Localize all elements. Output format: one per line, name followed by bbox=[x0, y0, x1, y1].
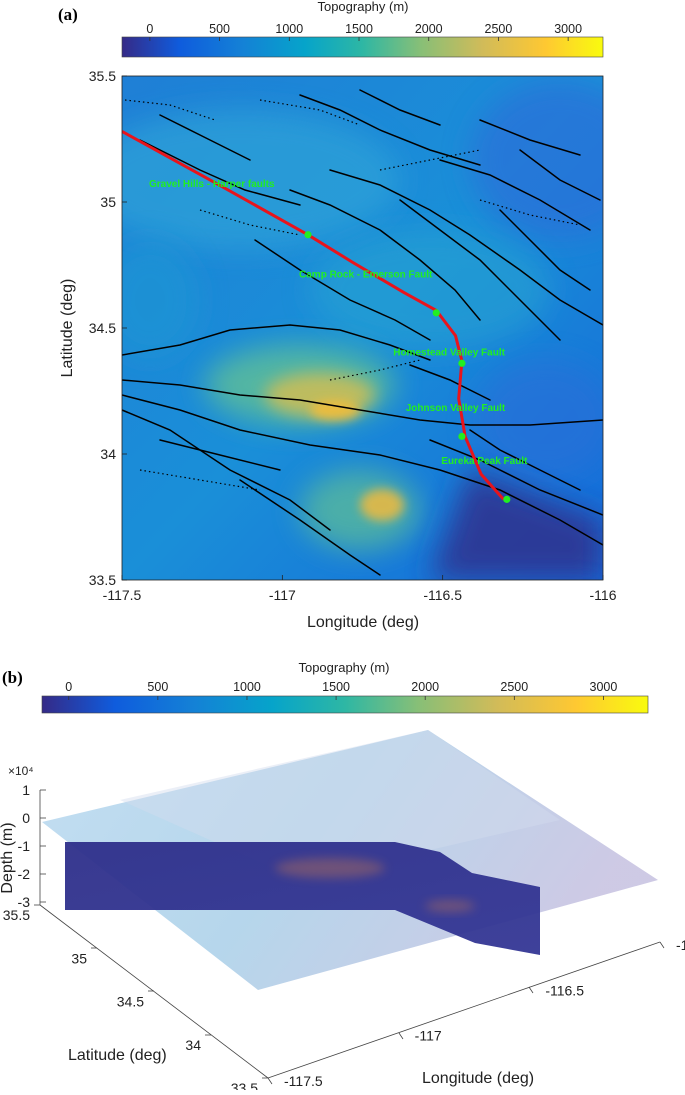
lat-tick-label: 34 bbox=[185, 1037, 201, 1053]
lon-tick-label: -117 bbox=[415, 1028, 442, 1044]
colorbar-b-ticks: 0 500 1000 1500 2000 2500 3000 bbox=[65, 680, 617, 700]
y-axis-label: Latitude (deg) bbox=[68, 1047, 167, 1064]
y-tick-label: 33.5 bbox=[89, 572, 116, 588]
x-axis-label: Longitude (deg) bbox=[422, 1070, 534, 1087]
colorbar-b-tick-label: 1500 bbox=[322, 680, 350, 694]
axes-3d-lines bbox=[39, 790, 661, 1079]
colorbar-b-tick-label: 500 bbox=[147, 680, 168, 694]
map-a-xlabel: Longitude (deg) bbox=[307, 614, 419, 631]
colorbar-a-tick-label: 1000 bbox=[275, 22, 303, 36]
y-tick-label: 35 bbox=[100, 194, 116, 210]
fault-traces bbox=[122, 89, 603, 576]
colorbar-a-tick-label: 500 bbox=[209, 22, 230, 36]
topography-heatmap: Gravel Hills - Harper faults Camp Rock - … bbox=[122, 76, 603, 580]
x-tick-label: -117.5 bbox=[103, 587, 142, 603]
colorbar-a-ticks: 0 500 1000 1500 2000 2500 3000 bbox=[146, 22, 582, 41]
colorbar-b-tick-label: 0 bbox=[65, 680, 72, 694]
colorbar-a-tick-label: 3000 bbox=[554, 22, 582, 36]
fault-label: Gravel Hills - Harper faults bbox=[149, 179, 275, 190]
map-a-x-ticks: -117.5 -117 -116.5 -116 bbox=[103, 575, 617, 603]
colorbar-b: Topography (m) 0 500 1000 1500 2000 2500 3000 bbox=[41, 660, 649, 714]
colorbar-a: Topography (m) 0 500 1000 1500 2000 2500 3000 bbox=[121, 0, 604, 58]
map-a-ylabel: Latitude (deg) bbox=[59, 279, 76, 378]
colorbar-b-tick-label: 2500 bbox=[500, 680, 528, 694]
colorbar-a-tick-label: 2500 bbox=[485, 22, 513, 36]
lon-ticks: -117.5 -117 -116.5 -116 bbox=[284, 937, 685, 1089]
z-exponent: ×10⁴ bbox=[8, 764, 34, 778]
colorbar-a-tick-label: 0 bbox=[146, 22, 153, 36]
colorbar-b-tick-label: 1000 bbox=[233, 680, 261, 694]
z-axis-label: Depth (m) bbox=[0, 822, 16, 893]
z-ticks: 1 0 -1 -2 -3 bbox=[18, 782, 31, 910]
colorbar-b-tick-label: 3000 bbox=[590, 680, 618, 694]
x-tick-label: -117 bbox=[269, 587, 296, 603]
y-tick-label: 34 bbox=[100, 446, 116, 462]
segment-junction-marker bbox=[458, 432, 466, 440]
panel-label-a: (a) bbox=[58, 5, 78, 24]
segment-junction-marker bbox=[503, 495, 511, 503]
colorbar-b-tick-label: 2000 bbox=[411, 680, 439, 694]
lat-tick-label: 35.5 bbox=[3, 907, 30, 923]
colorbar-a-title: Topography (m) bbox=[317, 0, 408, 14]
y-tick-label: 35.5 bbox=[89, 68, 116, 84]
fault-label: Eureka Peak Fault bbox=[441, 456, 528, 467]
z-tick-label: -2 bbox=[18, 866, 31, 882]
segment-junction-marker bbox=[458, 359, 466, 367]
map-a-y-ticks: 33.5 34 34.5 35 35.5 bbox=[89, 68, 127, 588]
rupture-trace bbox=[122, 130, 505, 501]
colorbar-b-title: Topography (m) bbox=[298, 660, 389, 675]
colorbar-b-gradient bbox=[41, 695, 649, 714]
z-tick-label: -3 bbox=[18, 894, 31, 910]
fault-plane-slip-highlight bbox=[275, 858, 385, 878]
lon-tick-label: -117.5 bbox=[284, 1073, 323, 1089]
segment-junction-marker bbox=[304, 231, 312, 239]
lat-tick-label: 33.5 bbox=[231, 1080, 258, 1090]
lat-tick-label: 35 bbox=[71, 950, 87, 966]
segment-junctions bbox=[304, 231, 511, 503]
fault-label: Camp Rock - Emerson Fault bbox=[299, 270, 433, 281]
colorbar-a-tick-label: 1500 bbox=[345, 22, 373, 36]
lat-tick-label: 34.5 bbox=[117, 994, 144, 1010]
z-tick-label: 1 bbox=[22, 782, 30, 798]
map-a: Gravel Hills - Harper faults Camp Rock - … bbox=[59, 68, 617, 631]
colorbar-a-tick-label: 2000 bbox=[415, 22, 443, 36]
z-tick-label: 0 bbox=[22, 810, 30, 826]
fault-labels: Gravel Hills - Harper faults Camp Rock - … bbox=[149, 179, 528, 467]
fault-label: Homestead Valley Fault bbox=[393, 348, 505, 359]
fault-label: Johnson Valley Fault bbox=[406, 403, 506, 414]
panel-label-b: (b) bbox=[2, 668, 23, 687]
axes-3d-ticks bbox=[34, 789, 665, 1085]
lon-tick-label: -116.5 bbox=[545, 982, 584, 998]
fault-dots bbox=[124, 99, 581, 491]
fault-plane bbox=[65, 842, 540, 955]
colorbar-a-gradient bbox=[121, 36, 604, 58]
x-tick-label: -116 bbox=[590, 587, 617, 603]
segment-junction-marker bbox=[432, 309, 440, 317]
z-tick-label: -1 bbox=[18, 838, 31, 854]
y-tick-label: 34.5 bbox=[89, 320, 116, 336]
fault-plane-slip-highlight-2 bbox=[425, 900, 475, 912]
x-tick-label: -116.5 bbox=[423, 587, 462, 603]
lon-tick-label: -116 bbox=[676, 937, 685, 953]
